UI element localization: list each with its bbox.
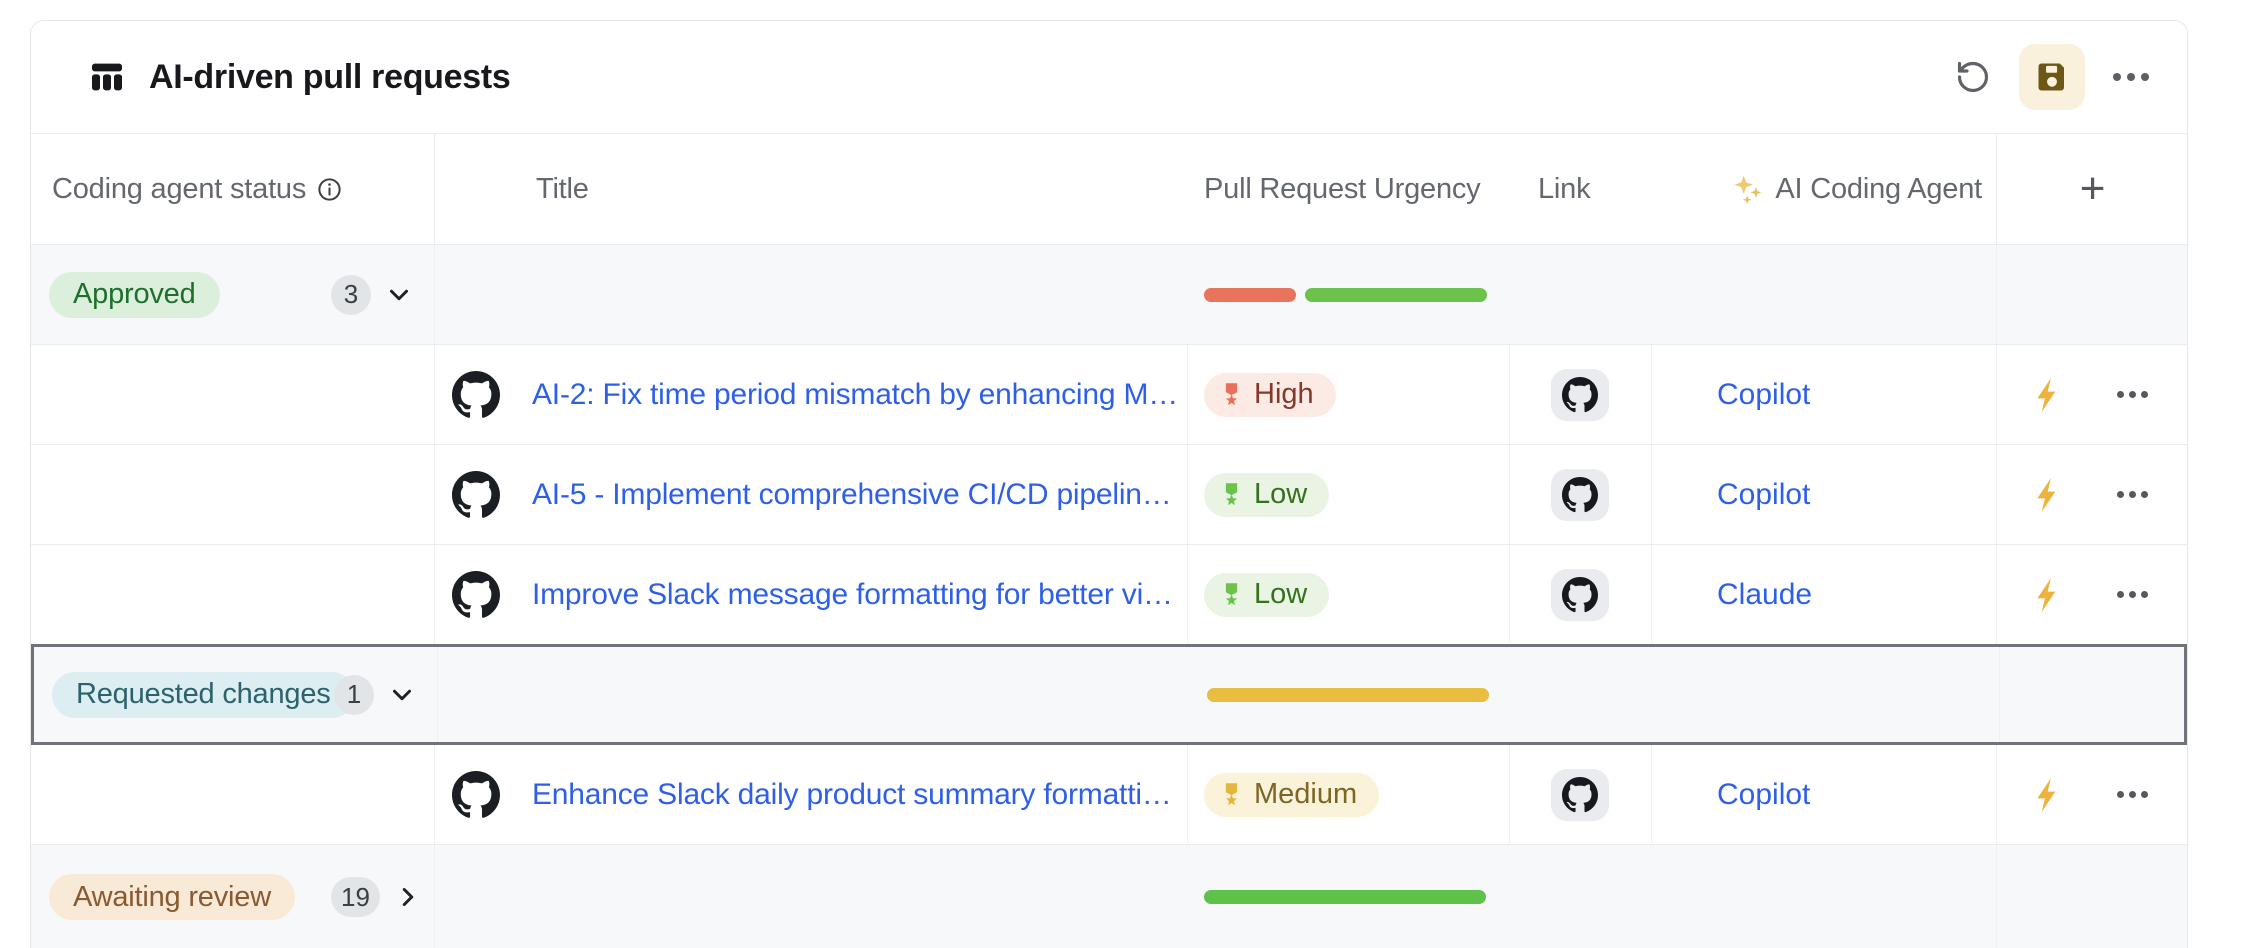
- column-header-urgency[interactable]: Pull Request Urgency: [1204, 134, 1481, 244]
- titlebar: AI-driven pull requests: [31, 21, 2187, 134]
- medal-icon: [1218, 381, 1245, 408]
- table-row: Improve Slack message formatting for bet…: [31, 545, 2187, 645]
- ai-agent-link[interactable]: Claude: [1717, 577, 1813, 611]
- column-header-agent-label: AI Coding Agent: [1775, 172, 1982, 205]
- table-row: Enhance Slack daily product summary form…: [31, 745, 2187, 845]
- urgency-chip[interactable]: High: [1204, 372, 1336, 417]
- column-header-status[interactable]: Coding agent status: [52, 134, 343, 244]
- urgency-label: Low: [1254, 578, 1308, 610]
- urgency-chip[interactable]: Low: [1204, 472, 1330, 517]
- row-menu-ellipsis-icon[interactable]: [2117, 491, 2148, 498]
- urgency-label: Low: [1254, 478, 1308, 510]
- lightning-icon[interactable]: [2027, 573, 2071, 617]
- save-icon: [2034, 59, 2070, 95]
- github-icon: [452, 570, 500, 619]
- chevron-down-icon[interactable]: [386, 679, 418, 711]
- column-header-status-label: Coding agent status: [52, 172, 307, 205]
- column-header-link-label: Link: [1538, 172, 1591, 205]
- ai-agent-link[interactable]: Copilot: [1717, 377, 1811, 411]
- row-menu-ellipsis-icon[interactable]: [2117, 791, 2148, 798]
- urgency-label: High: [1254, 378, 1314, 410]
- column-header-row: Coding agent status Title Pull Request U…: [31, 134, 2187, 245]
- medal-icon: [1218, 781, 1245, 808]
- pr-title-link[interactable]: Enhance Slack daily product summary form…: [532, 777, 1172, 811]
- lightning-icon[interactable]: [2027, 773, 2071, 817]
- group-count-badge: 19: [331, 877, 380, 917]
- github-link-button[interactable]: [1551, 368, 1609, 421]
- urgency-label: Medium: [1254, 778, 1358, 810]
- github-icon: [452, 770, 500, 819]
- github-icon: [452, 370, 500, 419]
- column-header-agent[interactable]: AI Coding Agent: [1731, 134, 1982, 244]
- medal-icon: [1218, 481, 1245, 508]
- urgency-summary-bars: [1207, 687, 1489, 702]
- column-header-title[interactable]: Title: [536, 134, 589, 244]
- chevron-down-icon[interactable]: [383, 279, 415, 311]
- github-link-button[interactable]: [1551, 768, 1609, 821]
- sparkles-icon: [1731, 172, 1765, 206]
- more-options-button[interactable]: [2109, 55, 2153, 99]
- table-row: AI-5 - Implement comprehensive CI/CD pip…: [31, 445, 2187, 545]
- ai-agent-link[interactable]: Copilot: [1717, 477, 1811, 511]
- urgency-summary-bars: [1204, 890, 1486, 904]
- group-count-badge: 3: [331, 274, 371, 315]
- medal-icon: [1218, 581, 1245, 608]
- column-header-title-label: Title: [536, 172, 589, 205]
- save-button[interactable]: [2019, 44, 2085, 110]
- group-row[interactable]: Awaiting review 19: [31, 845, 2187, 948]
- group-status-label: Approved: [73, 278, 196, 310]
- pr-title-link[interactable]: AI-5 - Implement comprehensive CI/CD pip…: [532, 477, 1172, 511]
- info-icon[interactable]: [316, 176, 343, 203]
- group-status-label: Awaiting review: [73, 880, 271, 913]
- table-card: AI-driven pull requests: [30, 20, 2188, 948]
- group-status-chip[interactable]: Awaiting review: [49, 874, 295, 920]
- column-header-link[interactable]: Link: [1538, 134, 1591, 244]
- row-menu-ellipsis-icon[interactable]: [2117, 391, 2148, 398]
- group-count-badge: 1: [334, 674, 374, 715]
- add-column-button[interactable]: +: [1996, 134, 2187, 244]
- github-icon: [452, 470, 500, 519]
- row-menu-ellipsis-icon[interactable]: [2117, 591, 2148, 598]
- group-status-chip[interactable]: Requested changes: [52, 671, 355, 718]
- urgency-summary-bars: [1204, 287, 1487, 302]
- github-link-button[interactable]: [1551, 568, 1609, 621]
- urgency-chip[interactable]: Low: [1204, 572, 1330, 617]
- github-link-button[interactable]: [1551, 468, 1609, 521]
- undo-icon: [1955, 59, 1991, 95]
- plus-icon: +: [2079, 164, 2106, 213]
- undo-button[interactable]: [1951, 55, 1995, 99]
- column-header-urgency-label: Pull Request Urgency: [1204, 172, 1481, 205]
- pr-title-link[interactable]: AI-2: Fix time period mismatch by enhanc…: [532, 377, 1179, 411]
- group-status-chip[interactable]: Approved: [49, 271, 220, 318]
- group-row[interactable]: Requested changes 1: [31, 644, 2187, 745]
- urgency-chip[interactable]: Medium: [1204, 772, 1380, 817]
- chevron-right-icon[interactable]: [392, 881, 424, 913]
- table-row: AI-2: Fix time period mismatch by enhanc…: [31, 345, 2187, 445]
- table-body: Approved 3 AI-2: Fix time period mismatc…: [31, 245, 2187, 948]
- pr-title-link[interactable]: Improve Slack message formatting for bet…: [532, 577, 1173, 611]
- lightning-icon[interactable]: [2027, 373, 2071, 417]
- ellipsis-icon: [2113, 73, 2149, 81]
- lightning-icon[interactable]: [2027, 473, 2071, 517]
- page-title: AI-driven pull requests: [149, 57, 511, 96]
- group-status-label: Requested changes: [76, 678, 331, 710]
- table-icon: [87, 57, 127, 97]
- ai-agent-link[interactable]: Copilot: [1717, 777, 1811, 811]
- group-row[interactable]: Approved 3: [31, 245, 2187, 345]
